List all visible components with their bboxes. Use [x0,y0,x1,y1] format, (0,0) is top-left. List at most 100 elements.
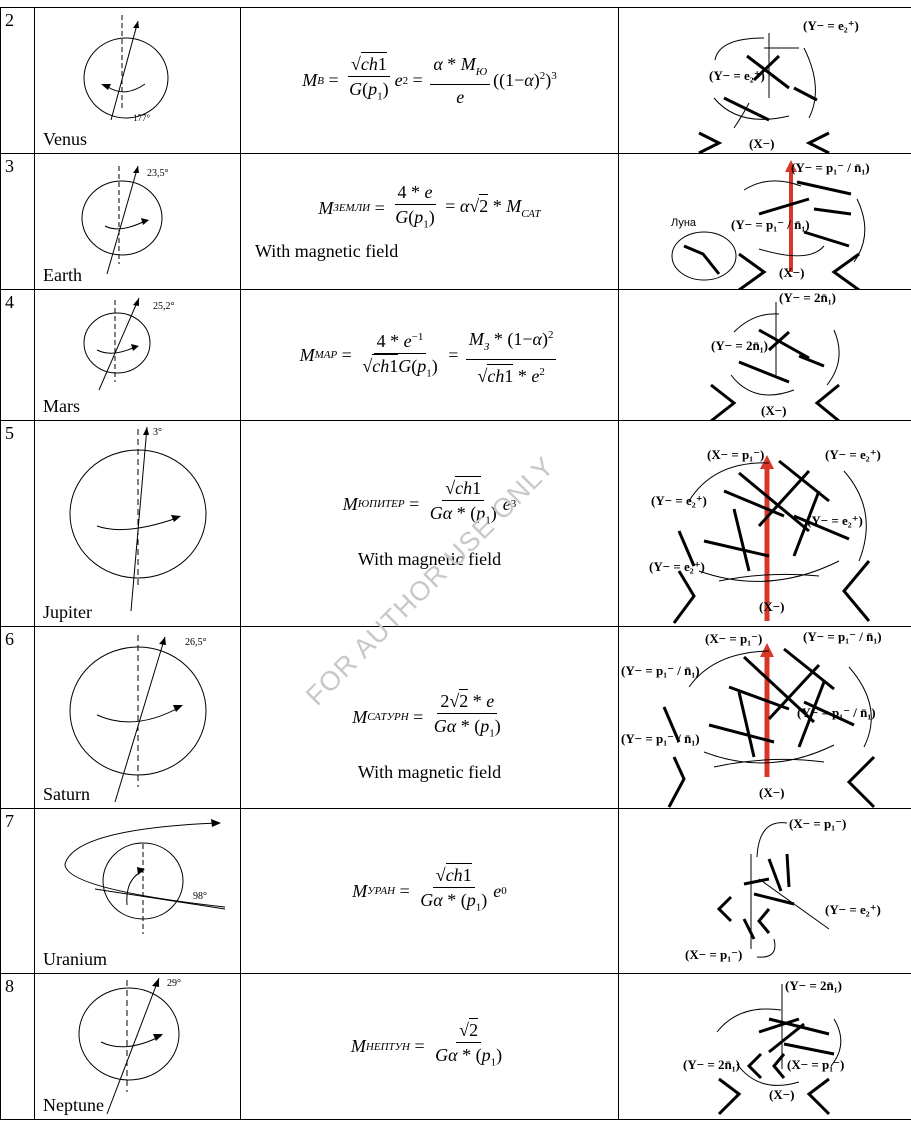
planet-name: Neptune [43,1095,104,1115]
row-number: 6 [0,626,35,809]
svg-text:(X− = p₁⁻): (X− = p₁⁻) [685,947,742,962]
planet-cell: 3° Jupiter [34,420,241,627]
table-row: 7 98° Uranium M УРАН = √ch1 Gα * (p1) [0,808,911,974]
jupiter-axis-diagram: 3° [69,426,207,612]
planet-name: Earth [43,265,82,285]
row-number: 5 [0,420,35,627]
magnetic-field-note: With magnetic field [357,549,502,570]
diagram-cell: (Y− = e₂⁺) (Y− = e₂⁺) (X−) [618,7,911,154]
table-row: 8 29° Neptune M НЕПТУН = √2 Gα * (p1) [0,973,911,1120]
row-number: 3 [0,153,35,290]
axis-tilt-angle: 29° [167,978,181,989]
diagram-cell: (Y− = 2n̄₁) (Y− = 2n̄₁) (X− = p₁⁻) (X−) [618,973,911,1120]
svg-text:(Y− = e₂⁺): (Y− = e₂⁺) [825,447,881,462]
diagram-cell: (X− = p₁⁻) (Y− = e₂⁺) (Y− = e₂⁺) (Y− = e… [618,420,911,627]
svg-text:(Y− = p₁⁻ / n̄₁): (Y− = p₁⁻ / n̄₁) [621,731,700,746]
table-row: 3 23,5° Earth M ЗЕМЛИ = 4 * e G(p1) = α√2 … [0,153,911,290]
diagram-cell: (Y− = 2n̄₁) (Y− = 2n̄₁) (X−) [618,289,911,421]
uranium-axis-diagram: 98° [64,819,226,934]
planet-cell: 26,5° Saturn [34,626,241,809]
mars-particle-diagram: (Y− = 2n̄₁) (Y− = 2n̄₁) (X−) [710,290,840,421]
svg-text:(Y− = p₁⁻ / n̄₁): (Y− = p₁⁻ / n̄₁) [731,217,810,232]
planet-cell: 29° Neptune [34,973,241,1120]
svg-text:(X−): (X−) [761,403,786,418]
planet-name: Venus [43,129,87,149]
diagram-cell: (X− = p₁⁻) (Y− = p₁⁻ / n̄₁) (Y− = p₁⁻ / … [618,626,911,809]
planet-cell: 23,5° Earth [34,153,241,290]
earth-particle-diagram: Луна (Y− = p₁⁻ / n̄₁) (Y− = p₁⁻ / n̄₁) (… [671,160,870,290]
axis-tilt-angle: 25,2° [153,301,175,312]
svg-text:(Y− = p₁⁻ / n̄₁): (Y− = p₁⁻ / n̄₁) [803,629,882,644]
earth-formula: M ЗЕМЛИ = 4 * e G(p1) = α√2 * MСАТ [318,181,541,231]
planet-cell: 98° Uranium [34,808,241,974]
svg-text:(X−): (X−) [769,1087,794,1102]
planet-cell: 177° Venus [34,7,241,154]
neptune-particle-diagram: (Y− = 2n̄₁) (Y− = 2n̄₁) (X− = p₁⁻) (X−) [683,978,844,1116]
svg-text:(Y− = e₂⁺): (Y− = e₂⁺) [803,18,859,33]
row-number: 8 [0,973,35,1120]
svg-text:(X− = p₁⁻): (X− = p₁⁻) [789,816,846,831]
saturn-axis-diagram: 26,5° [69,635,207,803]
svg-text:(Y− = e₂⁺): (Y− = e₂⁺) [649,559,705,574]
planet-name: Uranium [43,949,107,969]
svg-text:(X− = p₁⁻): (X− = p₁⁻) [705,631,762,646]
formula-cell: M ЗЕМЛИ = 4 * e G(p1) = α√2 * MСАТ With ma… [240,153,619,290]
svg-text:(X−): (X−) [779,265,804,280]
venus-axis-diagram: 177° [83,15,169,123]
svg-text:(Y− = p₁⁻ / n̄₁): (Y− = p₁⁻ / n̄₁) [797,705,876,720]
axis-tilt-angle: 98° [193,891,207,902]
mars-axis-diagram: 25,2° [83,297,175,391]
axis-tilt-angle: 177° [133,113,151,123]
formula-cell: M МАР = 4 * e−1 √ch1G(p1) = MЗ * (1−α)2 √ch… [240,289,619,421]
planet-cell: 25,2° Mars [34,289,241,421]
axis-tilt-angle: 23,5° [147,168,169,179]
row-number: 2 [0,7,35,154]
planet-name: Mars [43,396,80,416]
saturn-formula: M САТУРН = 2√2 * e Gα * (p1) [352,688,501,740]
svg-text:(Y− = 2n̄₁): (Y− = 2n̄₁) [785,978,842,993]
svg-text:(Y− = e₂⁺): (Y− = e₂⁺) [709,68,765,83]
magnetic-field-note: With magnetic field [255,241,399,262]
axis-tilt-angle: 3° [153,427,162,438]
table-row: 6 26,5° Saturn M САТУРН = 2√2 * e Gα * (p1… [0,626,911,809]
svg-text:(Y− = e₂⁺): (Y− = e₂⁺) [651,493,707,508]
uranium-particle-diagram: (X− = p₁⁻) (Y− = e₂⁺) (X− = p₁⁻) [685,816,881,962]
planet-name: Jupiter [43,602,92,622]
mars-formula: M МАР = 4 * e−1 √ch1G(p1) = MЗ * (1−α)2 √ch… [241,324,618,387]
svg-text:(X−): (X−) [749,136,774,151]
svg-text:(Y− = 2n̄₁): (Y− = 2n̄₁) [779,290,836,305]
formula-cell: M НЕПТУН = √2 Gα * (p1) [240,973,619,1120]
svg-text:(X− = p₁⁻): (X− = p₁⁻) [707,447,764,462]
table-row: 4 25,2° Mars M МАР = 4 * e−1 √ch1G(p1) = [0,289,911,421]
svg-text:(Y− = 2n̄₁): (Y− = 2n̄₁) [711,338,768,353]
row-number: 4 [0,289,35,421]
svg-text:(Y− = p₁⁻ / n̄₁): (Y− = p₁⁻ / n̄₁) [621,663,700,678]
svg-text:(X− = p₁⁻): (X− = p₁⁻) [787,1057,844,1072]
magnetic-field-note: With magnetic field [357,762,502,783]
row-number: 7 [0,808,35,974]
diagram-cell: Луна (Y− = p₁⁻ / n̄₁) (Y− = p₁⁻ / n̄₁) (… [618,153,911,290]
jupiter-particle-diagram: (X− = p₁⁻) (Y− = e₂⁺) (Y− = e₂⁺) (Y− = e… [649,447,881,624]
earth-axis-diagram: 23,5° [81,165,169,275]
svg-text:(Y− = e₂⁺): (Y− = e₂⁺) [807,513,863,528]
formula-cell: M САТУРН = 2√2 * e Gα * (p1) With magnetic… [240,626,619,809]
saturn-particle-diagram: (X− = p₁⁻) (Y− = p₁⁻ / n̄₁) (Y− = p₁⁻ / … [621,629,882,809]
venus-particle-diagram: (Y− = e₂⁺) (Y− = e₂⁺) (X−) [698,18,859,154]
svg-text:(X−): (X−) [759,785,784,800]
svg-text:Луна: Луна [671,217,697,229]
planet-name: Saturn [43,784,90,804]
svg-text:(Y− = p₁⁻ / n̄₁): (Y− = p₁⁻ / n̄₁) [791,160,870,175]
neptune-formula: M НЕПТУН = √2 Gα * (p1) [350,1018,503,1069]
svg-text:(X−): (X−) [759,599,784,614]
neptune-axis-diagram: 29° [78,977,181,1115]
svg-text:(Y− = e₂⁺): (Y− = e₂⁺) [825,902,881,917]
svg-text:(Y− = 2n̄₁): (Y− = 2n̄₁) [683,1057,740,1072]
